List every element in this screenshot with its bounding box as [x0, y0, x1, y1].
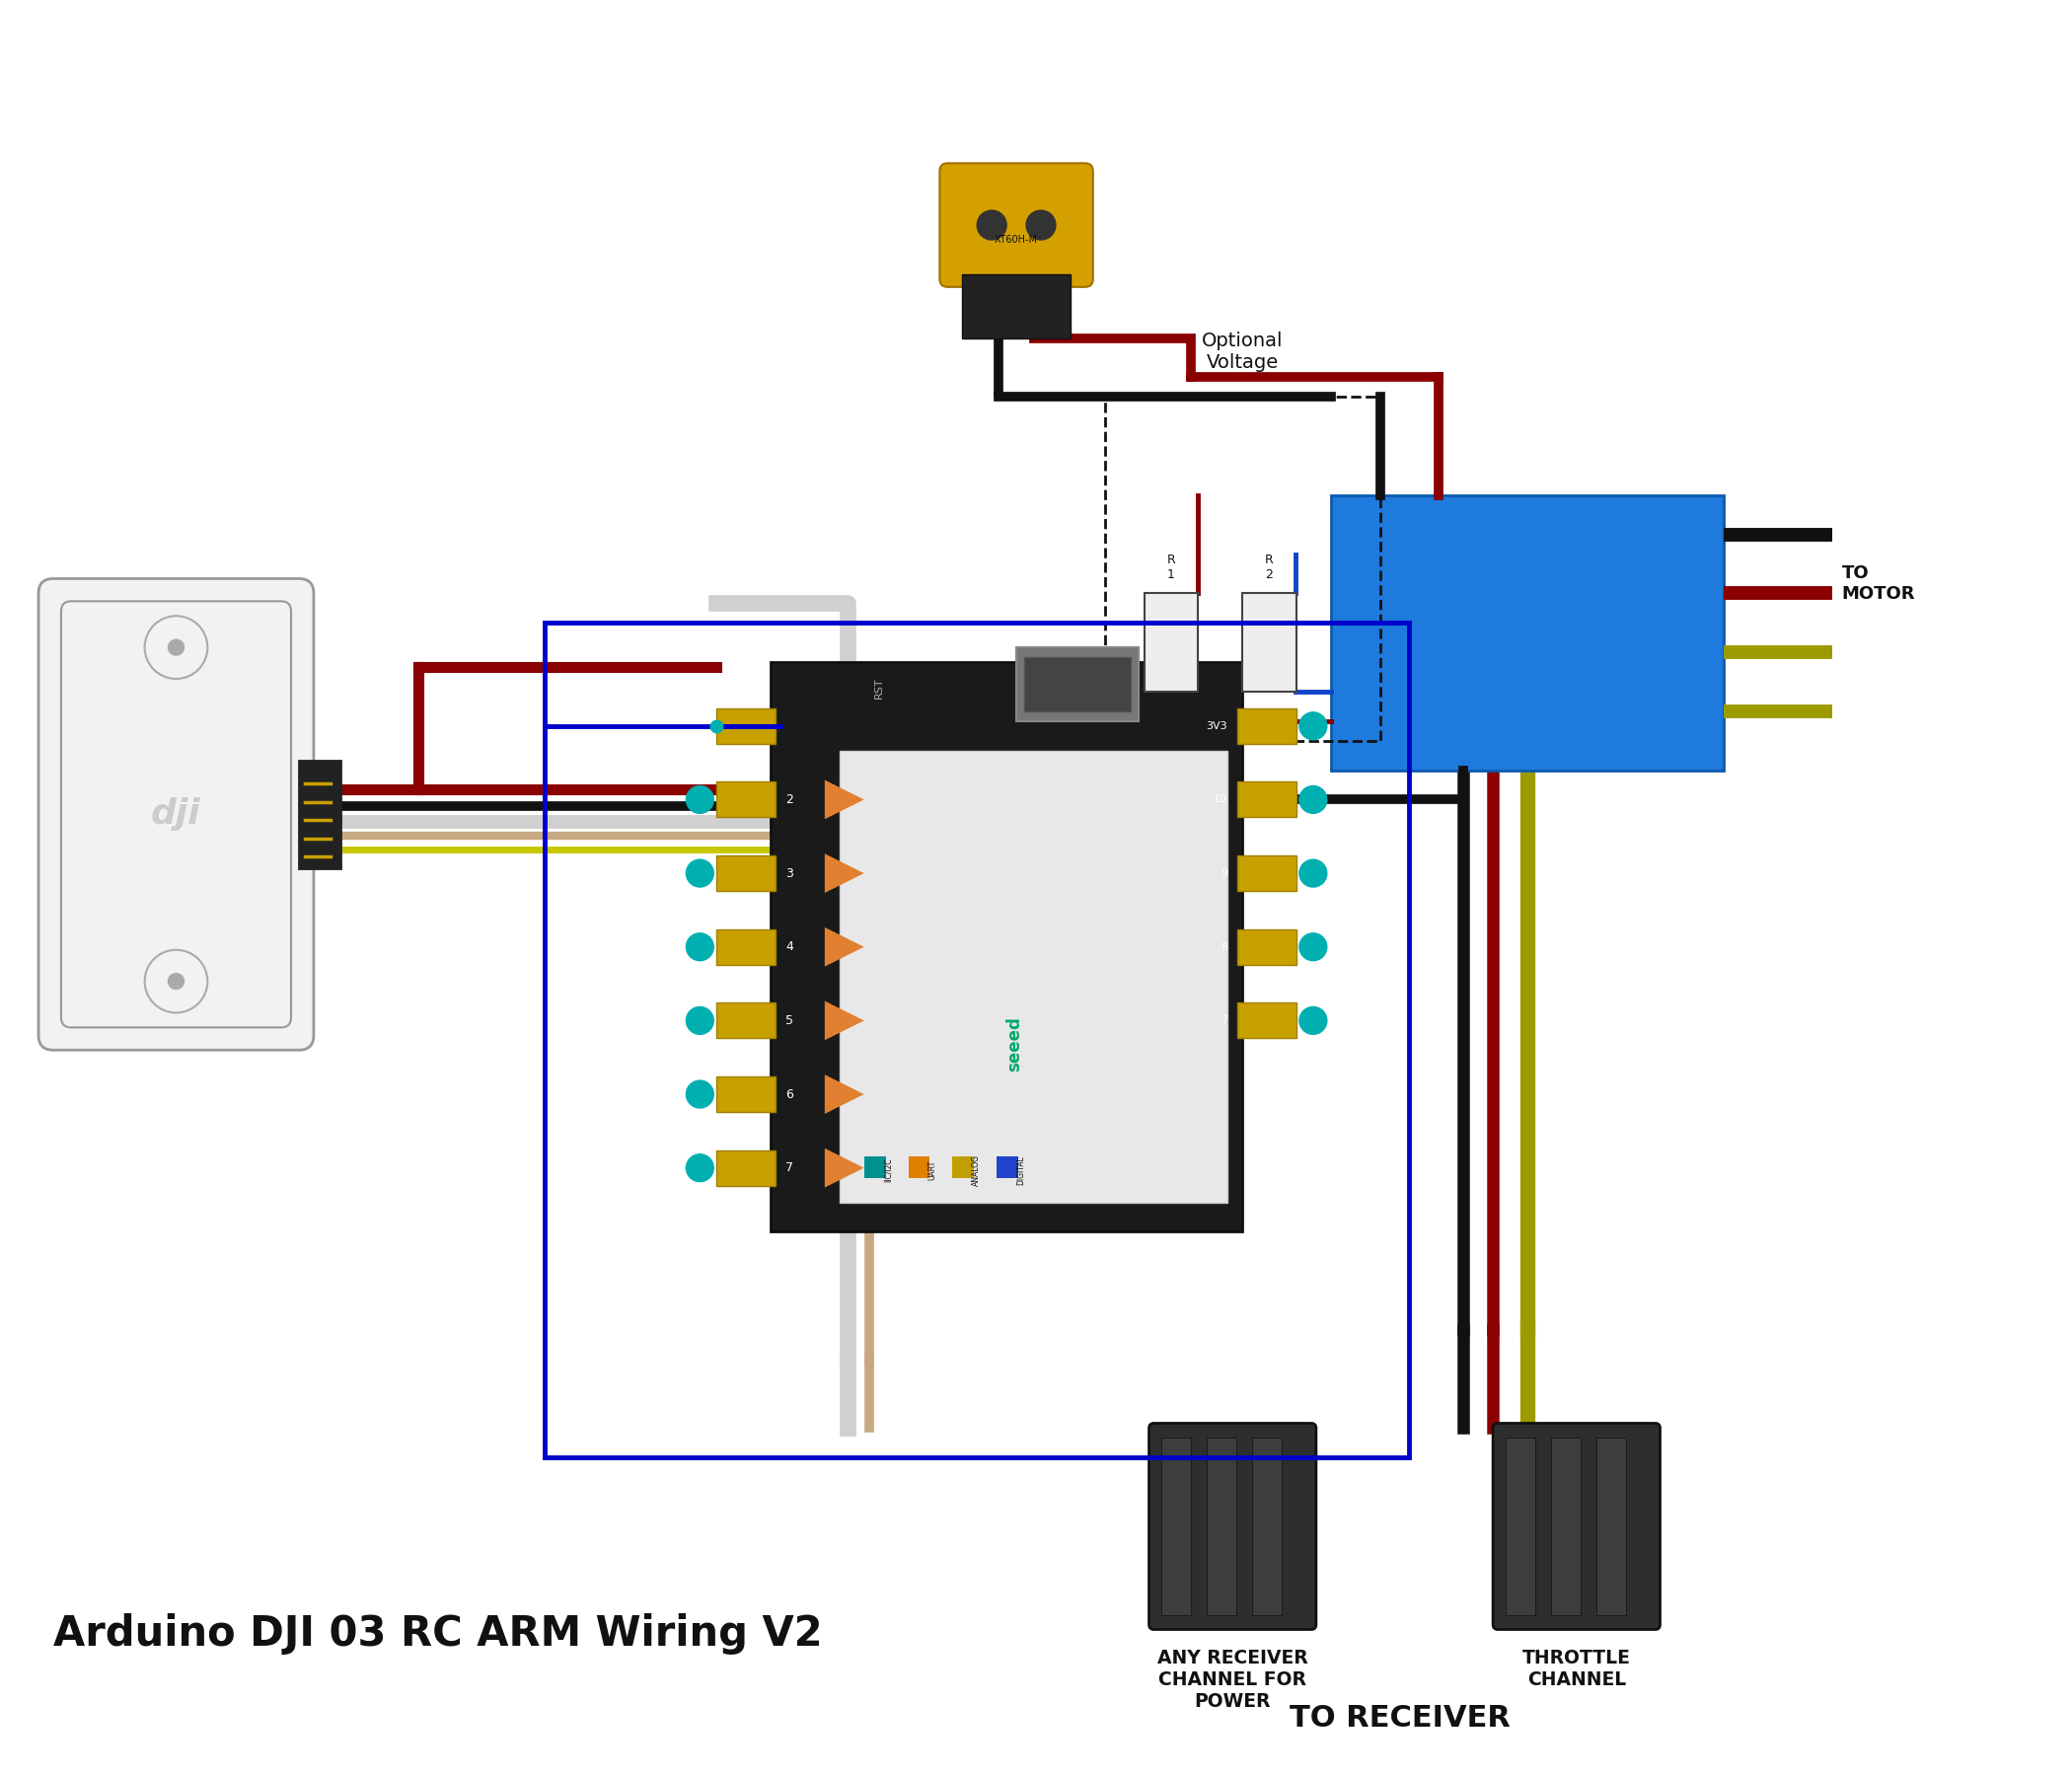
- Polygon shape: [825, 1149, 864, 1188]
- Bar: [717, 781, 775, 817]
- Text: 7: 7: [1220, 1016, 1227, 1025]
- Bar: [997, 1156, 1017, 1177]
- Text: 3: 3: [785, 867, 794, 879]
- FancyBboxPatch shape: [941, 163, 1094, 288]
- Circle shape: [686, 785, 713, 813]
- Circle shape: [1299, 860, 1326, 886]
- Circle shape: [978, 210, 1007, 240]
- Polygon shape: [825, 854, 864, 893]
- Circle shape: [686, 1007, 713, 1034]
- Bar: [908, 1156, 930, 1177]
- Bar: [1237, 929, 1297, 964]
- Bar: [1162, 1439, 1191, 1614]
- Text: R
2: R 2: [1266, 554, 1274, 581]
- Bar: [1144, 593, 1198, 691]
- Text: XT60H-M: XT60H-M: [995, 234, 1038, 245]
- Text: ANY RECEIVER
CHANNEL FOR
POWER: ANY RECEIVER CHANNEL FOR POWER: [1156, 1650, 1307, 1712]
- Bar: [717, 1151, 775, 1186]
- Bar: [864, 1156, 885, 1177]
- Text: 6: 6: [785, 1089, 794, 1101]
- Text: ANALOG: ANALOG: [972, 1154, 980, 1186]
- Bar: [717, 709, 775, 744]
- Bar: [1237, 856, 1297, 892]
- Circle shape: [1299, 712, 1326, 739]
- FancyBboxPatch shape: [1494, 1423, 1660, 1630]
- Bar: [717, 1003, 775, 1039]
- Bar: [953, 1156, 974, 1177]
- Circle shape: [686, 860, 713, 886]
- Circle shape: [1299, 932, 1326, 961]
- Text: IIC/I2C: IIC/I2C: [883, 1158, 893, 1183]
- Bar: [1595, 1439, 1627, 1614]
- Bar: [771, 662, 1243, 1233]
- Bar: [1237, 781, 1297, 817]
- Text: 10: 10: [1214, 794, 1227, 805]
- Bar: [298, 760, 340, 868]
- Text: TO RECEIVER: TO RECEIVER: [1289, 1703, 1510, 1732]
- Text: 3V3: 3V3: [1206, 721, 1227, 732]
- Bar: [717, 1076, 775, 1112]
- Text: 8: 8: [1220, 941, 1227, 952]
- Polygon shape: [825, 780, 864, 819]
- Bar: [961, 274, 1071, 337]
- Bar: [1208, 1439, 1237, 1614]
- Text: R
1: R 1: [1167, 554, 1175, 581]
- Bar: [1251, 1439, 1283, 1614]
- Bar: [1330, 496, 1724, 771]
- Text: Optional
Voltage: Optional Voltage: [1202, 332, 1283, 373]
- Bar: [1237, 709, 1297, 744]
- Circle shape: [1026, 210, 1055, 240]
- Circle shape: [1299, 1007, 1326, 1034]
- Text: DIGITAL: DIGITAL: [1017, 1154, 1026, 1185]
- Bar: [717, 856, 775, 892]
- Bar: [1237, 1003, 1297, 1039]
- Circle shape: [686, 1080, 713, 1108]
- Circle shape: [686, 932, 713, 961]
- Text: seeed: seeed: [1005, 1016, 1024, 1071]
- Text: TO
MOTOR: TO MOTOR: [1842, 565, 1915, 602]
- Text: Arduino DJI 03 RC ARM Wiring V2: Arduino DJI 03 RC ARM Wiring V2: [54, 1614, 823, 1655]
- Text: dji: dji: [151, 797, 201, 831]
- Circle shape: [1299, 785, 1326, 813]
- Text: 2: 2: [785, 794, 794, 806]
- Text: THROTTLE
CHANNEL: THROTTLE CHANNEL: [1523, 1650, 1631, 1689]
- Text: 5: 5: [785, 1014, 794, 1027]
- Polygon shape: [825, 927, 864, 966]
- Bar: [1104, 398, 1380, 741]
- Bar: [1552, 1439, 1581, 1614]
- Bar: [1243, 593, 1297, 691]
- Polygon shape: [825, 1002, 864, 1041]
- Text: 9: 9: [1220, 868, 1227, 877]
- Bar: [839, 751, 1227, 1202]
- FancyBboxPatch shape: [60, 602, 290, 1028]
- Bar: [717, 929, 775, 964]
- Polygon shape: [825, 1074, 864, 1114]
- Bar: [1024, 657, 1131, 710]
- Text: 4: 4: [785, 941, 794, 954]
- Circle shape: [686, 1154, 713, 1181]
- Text: UART: UART: [928, 1160, 937, 1179]
- Bar: [545, 623, 1409, 1458]
- Bar: [1015, 648, 1140, 721]
- Text: 7: 7: [785, 1162, 794, 1174]
- Text: RST: RST: [874, 677, 883, 698]
- Circle shape: [168, 639, 184, 655]
- FancyBboxPatch shape: [39, 579, 313, 1050]
- FancyBboxPatch shape: [1150, 1423, 1316, 1630]
- Circle shape: [168, 973, 184, 989]
- Bar: [1506, 1439, 1535, 1614]
